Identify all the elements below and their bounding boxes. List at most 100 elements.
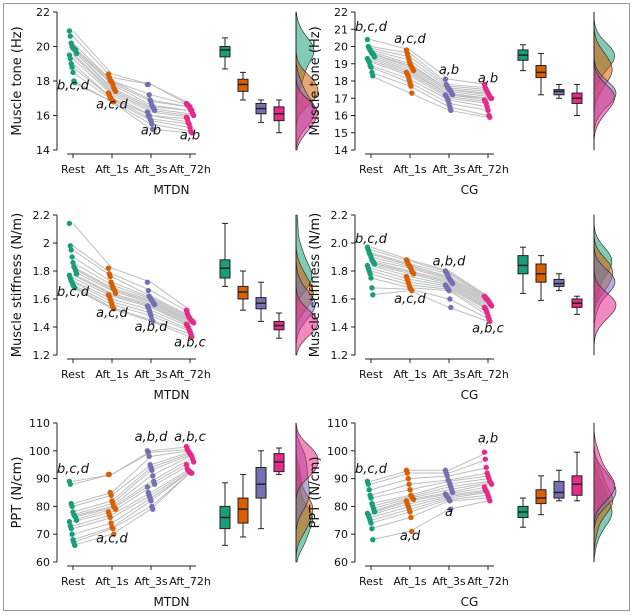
subject-line bbox=[370, 71, 489, 116]
x-tick-label: Rest bbox=[359, 575, 384, 588]
y-axis-title: PPT (N/cm) bbox=[308, 457, 323, 529]
data-point-rest bbox=[67, 243, 74, 249]
subject-line bbox=[72, 455, 191, 517]
subject-line bbox=[72, 458, 191, 519]
data-point-aft-1s bbox=[111, 531, 117, 537]
subject-line bbox=[72, 281, 191, 331]
panel-3: 1.2 1.4 1.6 1.8 2 2.2 Muscle stiffness (N/m) Re… bbox=[10, 209, 319, 402]
y-tick-label: 70 bbox=[334, 528, 348, 541]
subject-line bbox=[370, 262, 489, 306]
significance-label: b,c,d bbox=[355, 20, 388, 35]
subject-line bbox=[370, 52, 489, 98]
x-tick-label: Aft_3s bbox=[134, 368, 168, 381]
data-point-aft-3s bbox=[447, 296, 453, 302]
y-tick-label: 70 bbox=[36, 528, 50, 541]
subject-line bbox=[72, 80, 191, 132]
subject-line bbox=[370, 256, 489, 301]
data-point-aft-3s bbox=[144, 484, 151, 490]
x-tick-label: Rest bbox=[359, 163, 384, 176]
data-point-aft-72h bbox=[488, 95, 495, 101]
subject-line bbox=[370, 39, 489, 85]
data-point-aft-3s bbox=[146, 92, 152, 98]
data-point-aft-72h bbox=[190, 320, 197, 326]
data-point-aft-3s bbox=[447, 498, 453, 504]
subject-line bbox=[370, 259, 489, 303]
data-point-aft-1s bbox=[105, 265, 112, 271]
x-axis-title: MTDN bbox=[154, 388, 190, 402]
data-point-aft-72h bbox=[487, 114, 493, 120]
subject-line bbox=[370, 56, 489, 99]
y-tick-label: 19 bbox=[334, 58, 348, 71]
y-axis-title: Muscle tone (Hz) bbox=[308, 26, 323, 135]
box-iqr bbox=[553, 89, 565, 96]
data-point-aft-1s bbox=[410, 496, 417, 503]
subject-line bbox=[72, 274, 191, 325]
data-point-aft-1s bbox=[408, 514, 414, 521]
x-tick-label: Aft_1s bbox=[393, 163, 427, 176]
y-tick-label: 100 bbox=[327, 445, 348, 458]
y-tick-label: 100 bbox=[29, 445, 50, 458]
data-point-aft-1s bbox=[407, 487, 413, 493]
significance-label: a,c,d bbox=[96, 306, 128, 321]
box-iqr bbox=[219, 46, 231, 58]
data-point-aft-3s bbox=[150, 506, 156, 512]
subject-line bbox=[72, 451, 191, 507]
data-point-aft-3s bbox=[448, 107, 454, 114]
data-point-rest bbox=[72, 80, 78, 86]
data-point-rest bbox=[368, 64, 374, 70]
subject-line bbox=[72, 66, 191, 125]
subject-line bbox=[72, 245, 191, 314]
subject-line bbox=[370, 273, 489, 314]
panel-2: 14 15 16 17 18 19 20 21 22 Muscle tone (Hz) Rest Af… bbox=[308, 6, 617, 197]
panel-6: 60 70 80 90 100 110 PPT (N/cm) Rest Aft_1s Aft_3s… bbox=[308, 417, 617, 609]
density-ridge bbox=[593, 422, 616, 562]
data-point-aft-72h bbox=[483, 464, 489, 471]
subject-line bbox=[72, 256, 191, 318]
x-axis-title: CG bbox=[461, 595, 479, 609]
x-tick-label: Rest bbox=[61, 575, 86, 588]
data-point-aft-1s bbox=[106, 471, 113, 478]
data-point-rest bbox=[69, 64, 75, 70]
y-axis-title: Muscle stiffness (N/m) bbox=[10, 213, 25, 357]
data-point-rest bbox=[370, 73, 376, 79]
x-tick-label: Aft_72h bbox=[467, 575, 509, 588]
x-tick-label: Aft_3s bbox=[432, 163, 466, 176]
subject-line bbox=[72, 249, 191, 317]
data-point-aft-1s bbox=[111, 99, 117, 105]
data-point-rest bbox=[371, 509, 378, 515]
significance-label: a,b bbox=[180, 129, 200, 144]
subject-line bbox=[72, 453, 191, 513]
x-tick-label: Aft_72h bbox=[169, 575, 211, 588]
data-point-aft-1s bbox=[409, 90, 415, 96]
data-point-aft-1s bbox=[409, 287, 415, 294]
data-point-aft-72h bbox=[183, 462, 190, 468]
subject-line bbox=[370, 267, 489, 310]
subject-line bbox=[72, 270, 191, 322]
data-point-aft-3s bbox=[148, 313, 154, 319]
y-tick-label: 110 bbox=[327, 417, 348, 430]
subject-line bbox=[72, 35, 191, 106]
data-point-aft-3s bbox=[145, 287, 151, 294]
subject-line bbox=[72, 47, 191, 108]
subject-line bbox=[370, 52, 489, 96]
data-point-aft-72h bbox=[487, 498, 493, 504]
data-point-aft-72h bbox=[189, 470, 195, 476]
subject-line bbox=[72, 47, 191, 111]
y-tick-label: 22 bbox=[334, 6, 348, 19]
subject-line bbox=[72, 450, 191, 505]
significance-label: a,c,d bbox=[394, 32, 426, 47]
x-tick-label: Aft_1s bbox=[393, 575, 427, 588]
x-tick-label: Aft_1s bbox=[95, 575, 129, 588]
y-tick-label: 80 bbox=[36, 500, 50, 513]
y-tick-label: 21 bbox=[334, 23, 348, 36]
subject-line bbox=[370, 61, 489, 104]
subject-line bbox=[370, 270, 489, 311]
data-point-aft-1s bbox=[409, 528, 415, 535]
y-tick-label: 1.4 bbox=[331, 321, 349, 334]
data-point-aft-1s bbox=[406, 481, 412, 487]
data-point-aft-72h bbox=[482, 456, 488, 462]
data-point-aft-72h bbox=[190, 459, 197, 465]
data-point-rest bbox=[369, 525, 375, 532]
x-tick-label: Aft_1s bbox=[95, 368, 129, 381]
box-iqr bbox=[255, 466, 267, 499]
